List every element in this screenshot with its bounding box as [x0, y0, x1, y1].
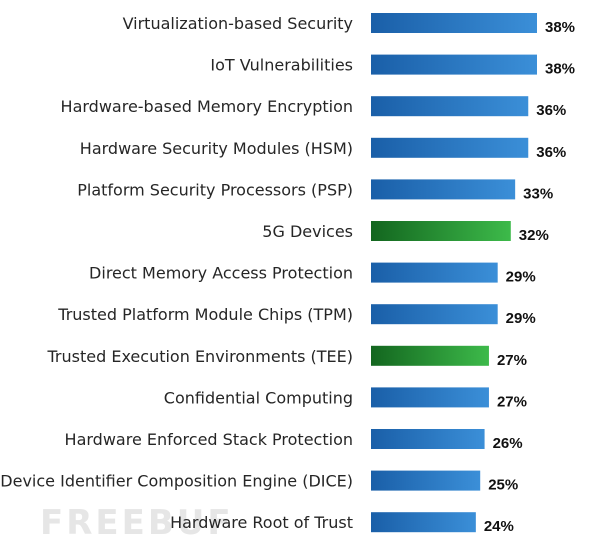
bar [371, 304, 498, 325]
value-label: 38% [545, 61, 575, 78]
value-label: 29% [506, 269, 536, 286]
value-label: 24% [484, 518, 514, 535]
category-label: Hardware Root of Trust [170, 513, 353, 532]
category-label: Trusted Execution Environments (TEE) [47, 347, 354, 366]
category-label: Direct Memory Access Protection [89, 264, 353, 283]
bar [371, 179, 516, 200]
value-label: 27% [497, 352, 527, 369]
category-label: Virtualization-based Security [123, 14, 353, 33]
bar [371, 470, 481, 491]
category-label: Platform Security Processors (PSP) [77, 180, 353, 199]
value-label: 33% [523, 185, 553, 202]
category-label: Hardware-based Memory Encryption [61, 97, 353, 116]
value-label: 32% [519, 227, 549, 244]
category-label: Device Identifier Composition Engine (DI… [0, 472, 353, 491]
category-label: IoT Vulnerabilities [210, 56, 353, 75]
watermark-text: FREEBUF [40, 503, 234, 543]
bar [371, 429, 485, 449]
bar [371, 387, 489, 408]
bar [371, 54, 537, 75]
freebuf-watermark: FREEBUF [40, 503, 234, 543]
bar [371, 221, 511, 241]
value-label: 36% [536, 144, 566, 161]
value-label: 26% [493, 435, 523, 452]
value-label: 25% [488, 477, 518, 494]
category-label: Confidential Computing [164, 388, 353, 407]
value-label: 36% [536, 102, 566, 119]
value-label: 38% [545, 19, 575, 36]
bar [371, 96, 529, 117]
bar [371, 262, 498, 283]
bar [371, 345, 489, 366]
category-label: 5G Devices [262, 222, 353, 241]
bar [371, 137, 529, 158]
value-label: 29% [506, 310, 536, 327]
category-label: Trusted Platform Module Chips (TPM) [57, 305, 353, 324]
bars-layer: Virtualization-based Security 38% IoT Vuln… [0, 13, 575, 535]
bar [371, 13, 537, 33]
value-label: 27% [497, 393, 527, 410]
bar [371, 512, 476, 533]
category-label: Hardware Security Modules (HSM) [80, 139, 353, 158]
category-label: Hardware Enforced Stack Protection [65, 430, 353, 449]
